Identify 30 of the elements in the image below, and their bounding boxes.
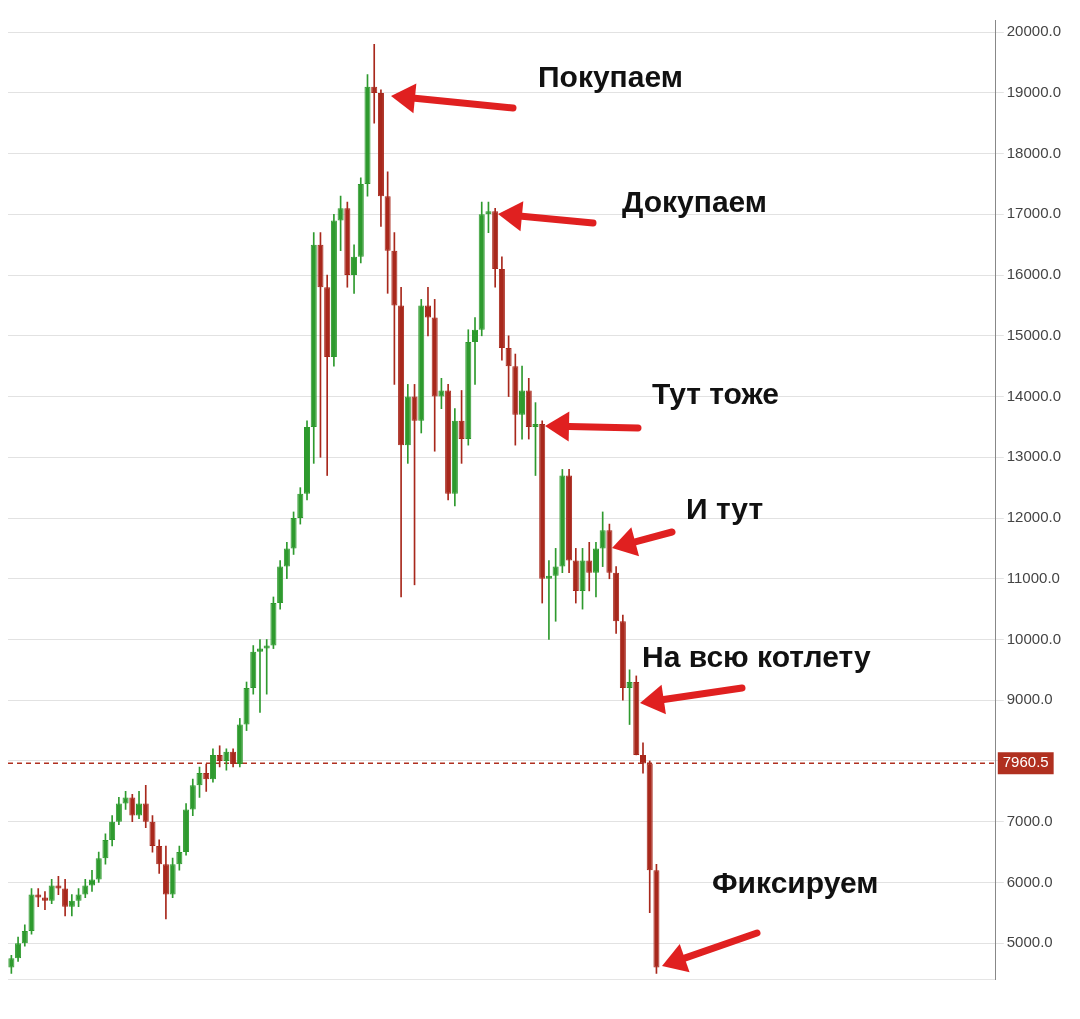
y-tick-label: 12000.0	[1006, 508, 1062, 526]
y-tick-label: 17000.0	[1006, 204, 1062, 222]
y-tick-label: 14000.0	[1006, 386, 1062, 404]
annotation: Тут тоже	[652, 377, 780, 411]
y-tick-label: 9000.0	[1006, 690, 1053, 708]
y-tick-label: 20000.0	[1006, 22, 1062, 40]
y-tick-label: 5000.0	[1006, 933, 1053, 951]
y-tick-label: 10000.0	[1006, 629, 1062, 647]
candlestick	[371, 43, 378, 124]
y-tick-label: 6000.0	[1006, 872, 1053, 890]
annotation: На всю котлету	[642, 640, 871, 674]
y-tick-label: 15000.0	[1006, 325, 1062, 343]
annotation: Фиксируем	[712, 866, 879, 900]
candlestick	[263, 639, 270, 695]
candlestick	[586, 541, 593, 592]
y-tick-label: 19000.0	[1006, 83, 1062, 101]
annotation: Покупаем	[538, 60, 683, 94]
candlestick	[545, 560, 552, 640]
y-tick-label: 7000.0	[1006, 811, 1053, 829]
y-tick-label: 18000.0	[1006, 143, 1062, 161]
candlestick	[256, 639, 264, 713]
y-tick-label: 16000.0	[1006, 265, 1062, 283]
ref-line-label: 7960.5	[1002, 753, 1049, 771]
annotation: И тут	[686, 492, 764, 526]
candlestick	[41, 891, 48, 911]
candlestick	[471, 317, 479, 385]
y-tick-label: 13000.0	[1006, 447, 1062, 465]
annotation: Докупаем	[622, 185, 768, 219]
candlestick	[35, 888, 42, 908]
y-tick-label: 11000.0	[1006, 568, 1060, 586]
